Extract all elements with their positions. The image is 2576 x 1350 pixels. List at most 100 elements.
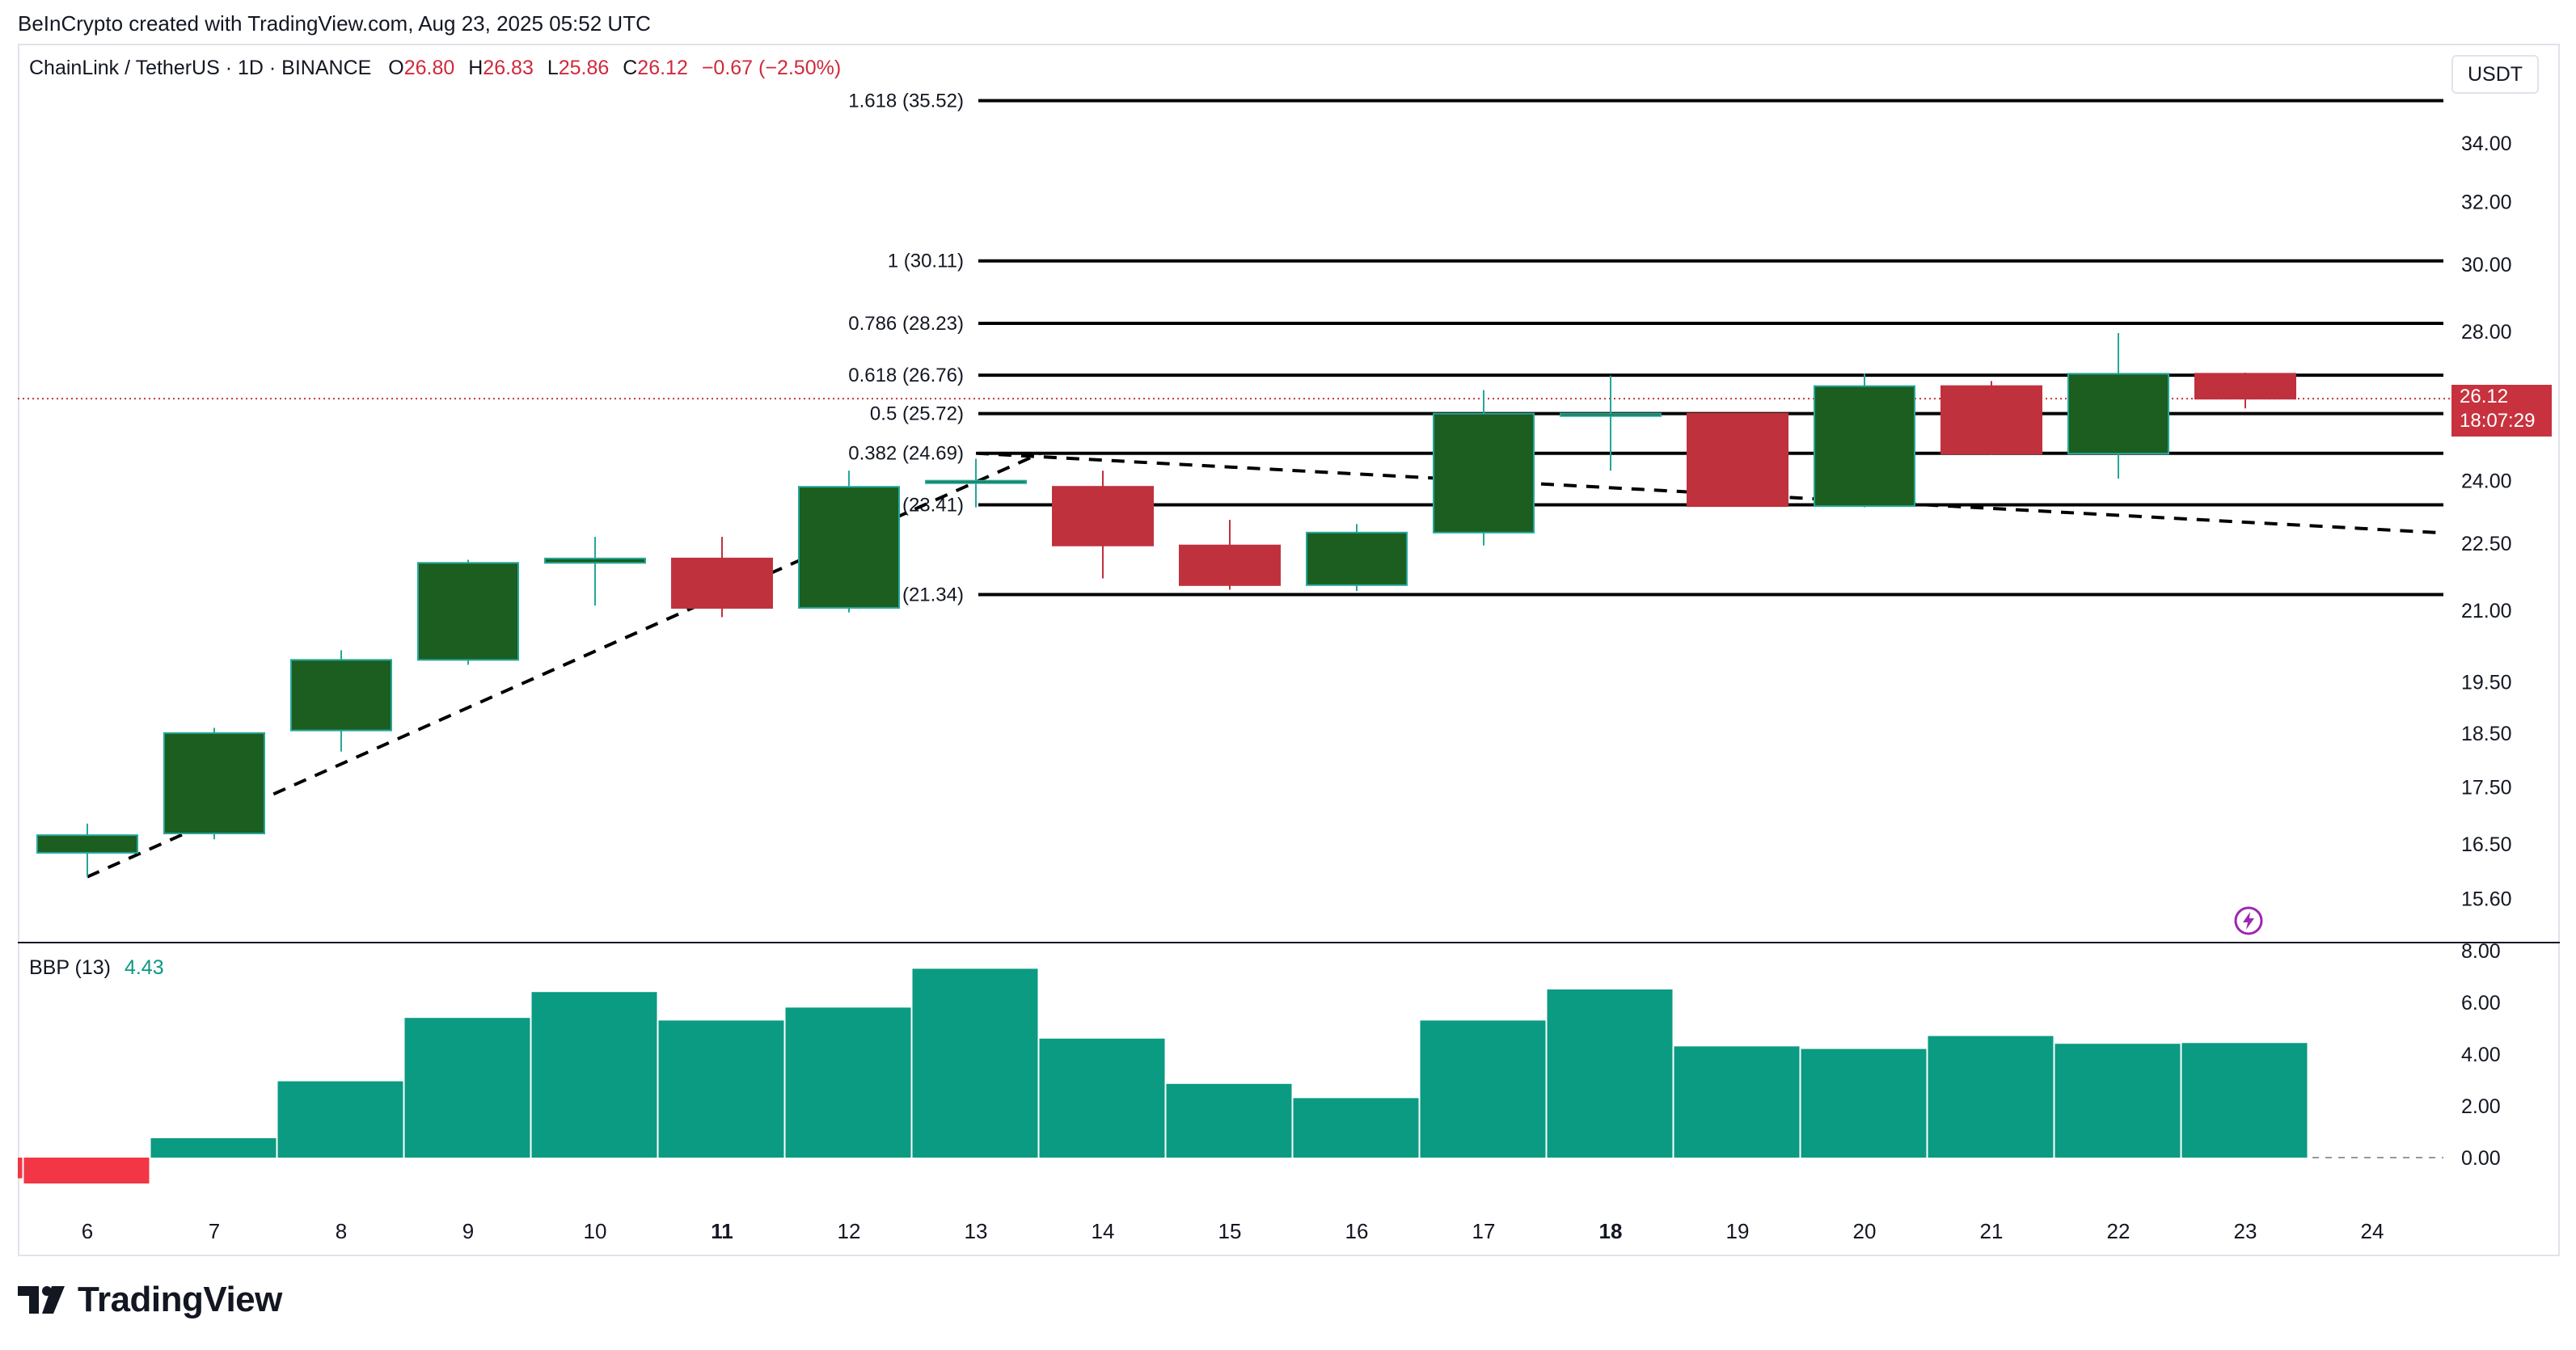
close-value: 26.12: [637, 57, 688, 79]
price-axis-tick: 15.60: [2461, 888, 2512, 910]
candle-body: [1433, 412, 1535, 534]
price-axis-tick: 16.50: [2461, 833, 2512, 856]
bbp-bar: [785, 1007, 911, 1158]
candle-body: [798, 486, 900, 609]
time-axis-tick: 23: [2234, 1219, 2257, 1243]
fib-level-label: 0.786 (28.23): [848, 313, 964, 335]
candle-body: [36, 834, 138, 854]
candle-body: [925, 479, 1027, 484]
time-axis-tick: 8: [336, 1219, 347, 1243]
time-axis-tick: 6: [82, 1219, 93, 1243]
bbp-bar: [404, 1018, 530, 1158]
bbp-bar: [1293, 1098, 1419, 1158]
time-axis-tick: 24: [2361, 1219, 2384, 1243]
time-axis-tick: 18: [1599, 1219, 1623, 1243]
candle-body: [1306, 531, 1408, 586]
tradingview-logo[interactable]: TradingView: [18, 1280, 282, 1319]
bbp-axis-tick: 2.00: [2461, 1095, 2501, 1118]
price-axis-tick: 22.50: [2461, 533, 2512, 555]
bbp-bar: [1166, 1083, 1292, 1158]
currency-button[interactable]: USDT: [2451, 55, 2539, 94]
time-axis-tick: 15: [1218, 1219, 1242, 1243]
bbp-bar: [1674, 1046, 1800, 1158]
candle-body: [671, 557, 773, 609]
high-value: 26.83: [483, 57, 534, 79]
candle-body: [2067, 373, 2169, 455]
bbp-bar: [1928, 1036, 2054, 1158]
price-axis-tick: 30.00: [2461, 254, 2512, 276]
bbp-bar: [1420, 1020, 1546, 1158]
bbp-axis: 0.00 2.00 4.00 6.00 8.00: [2461, 940, 2501, 1170]
time-axis-tick: 13: [965, 1219, 988, 1243]
open-label: O: [388, 57, 404, 79]
bbp-bar: [1801, 1048, 1927, 1158]
time-axis-tick: 11: [711, 1219, 733, 1243]
bbp-bar: [23, 1158, 150, 1183]
low-value: 25.86: [558, 57, 610, 79]
price-axis: 15.60 16.50 17.50 18.50 19.50 21.00 22.50 24.00…: [2461, 133, 2512, 910]
fib-level-label: 1.618 (35.52): [848, 91, 964, 112]
fibonacci-levels: 1.618 (35.52) 1 (30.11) 0.786 (28.23) 0.618…: [18, 91, 2450, 606]
open-value: 26.80: [403, 57, 455, 79]
candle-body: [1560, 412, 1662, 417]
fib-level-label: 0.618 (26.76): [848, 365, 964, 386]
time-axis-tick: 14: [1092, 1219, 1115, 1243]
symbol-name: ChainLink / TetherUS · 1D · BINANCE: [29, 57, 372, 79]
candle-body: [1940, 385, 2042, 455]
indicator-legend[interactable]: BBP (13) 4.43: [29, 956, 164, 980]
bbp-bar: [2181, 1043, 2308, 1158]
candle-body: [1179, 544, 1281, 586]
bbp-bar: [531, 992, 657, 1158]
price-axis-tick: 17.50: [2461, 776, 2512, 799]
price-axis-tick: 21.00: [2461, 600, 2512, 622]
tradingview-mark-icon: [18, 1286, 65, 1314]
bbp-bar: [18, 1158, 23, 1179]
time-axis: 6 7 8 9 10 11 12 13 14 15 16 17 18 19 20 21 22 23 24: [82, 1219, 2384, 1243]
price-axis-tick: 32.00: [2461, 192, 2512, 214]
time-axis-tick: 10: [584, 1219, 607, 1243]
price-axis-tick: 19.50: [2461, 672, 2512, 694]
bbp-axis-tick: 0.00: [2461, 1147, 2501, 1170]
bbp-bar: [658, 1020, 784, 1158]
lightning-alert-icon[interactable]: [2233, 905, 2264, 936]
bar-countdown: 18:07:29: [2460, 410, 2536, 432]
tradingview-wordmark: TradingView: [78, 1280, 282, 1319]
change-value: −0.67 (−2.50%): [701, 57, 842, 79]
time-axis-tick: 12: [838, 1219, 861, 1243]
candle-body: [163, 732, 265, 834]
bbp-axis-tick: 6.00: [2461, 992, 2501, 1015]
bbp-bar: [150, 1138, 277, 1158]
bbp-bar: [912, 968, 1038, 1158]
fib-level-label: 0.5 (25.72): [870, 403, 964, 425]
price-axis-tick: 18.50: [2461, 723, 2512, 745]
bbp-axis-tick: 8.00: [2461, 940, 2501, 963]
price-axis-tick: 24.00: [2461, 470, 2512, 493]
bbp-bar: [277, 1081, 403, 1158]
bbp-axis-tick: 4.00: [2461, 1044, 2501, 1066]
candles: [36, 332, 2296, 877]
bbp-histogram: [18, 968, 2443, 1183]
fib-level-label: 0.382 (24.69): [848, 443, 964, 465]
current-price-tag: 26.12 18:07:29: [2451, 385, 2552, 437]
indicator-value: 4.43: [124, 956, 164, 979]
time-axis-tick: 20: [1853, 1219, 1877, 1243]
trendlines: [87, 451, 2438, 879]
attribution-text: BeInCrypto created with TradingView.com,…: [18, 11, 651, 36]
candle-body: [1687, 412, 1788, 508]
close-label: C: [623, 57, 638, 79]
time-axis-tick: 17: [1472, 1219, 1496, 1243]
candle-body: [417, 562, 519, 661]
time-axis-tick: 19: [1726, 1219, 1750, 1243]
bbp-bar: [1039, 1038, 1165, 1158]
high-label: H: [468, 57, 484, 79]
symbol-legend[interactable]: ChainLink / TetherUS · 1D · BINANCE O26.…: [29, 57, 841, 80]
price-axis-tick: 28.00: [2461, 321, 2512, 344]
time-axis-tick: 7: [209, 1219, 220, 1243]
chart-frame: [18, 44, 2560, 1256]
candle-body: [1052, 486, 1154, 546]
bbp-bar: [1547, 989, 1673, 1158]
current-price-value: 26.12: [2460, 386, 2509, 407]
price-axis-tick: 34.00: [2461, 133, 2512, 155]
indicator-name: BBP (13): [29, 956, 111, 979]
